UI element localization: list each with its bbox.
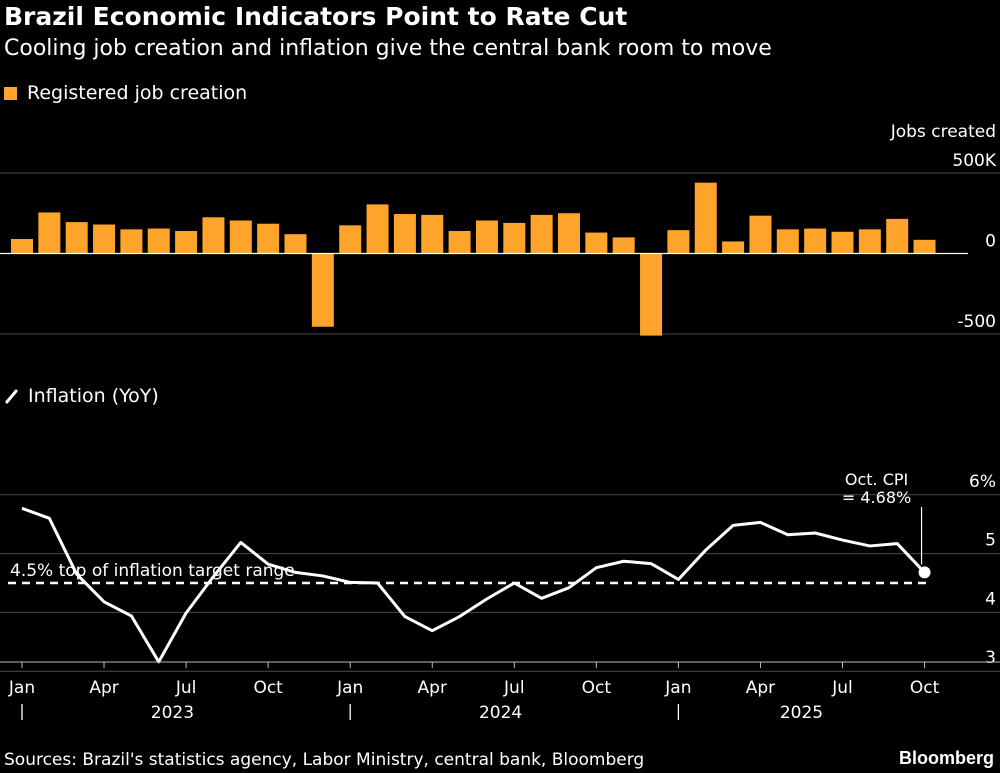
job-creation-bar xyxy=(749,215,772,254)
job-creation-bar xyxy=(804,228,827,254)
line-y-tick-label: 5 xyxy=(985,531,996,551)
job-creation-bar xyxy=(11,239,33,254)
job-creation-bar xyxy=(886,218,909,254)
x-month-label: Oct xyxy=(582,678,612,698)
line-y-tick-label: 4 xyxy=(985,589,996,609)
x-month-label: Apr xyxy=(89,678,118,698)
bar-unit-label: Jobs created xyxy=(890,122,996,142)
job-creation-bar xyxy=(257,223,280,254)
job-creation-bar xyxy=(229,220,252,254)
legend-job-creation-label: Registered job creation xyxy=(27,82,248,104)
target-range-label: 4.5% top of inflation target range xyxy=(10,561,295,581)
x-month-label: Jul xyxy=(175,678,197,698)
x-month-label: Jul xyxy=(831,678,853,698)
bar-y-tick-label: 0 xyxy=(985,232,996,252)
job-creation-bar xyxy=(503,222,526,254)
job-creation-bar xyxy=(558,213,580,254)
job-creation-bar xyxy=(913,239,936,254)
x-year-label: 2023 xyxy=(151,703,194,723)
job-creation-bar xyxy=(694,182,717,254)
line-y-tick-label: 3 xyxy=(985,648,996,668)
source-note: Sources: Brazil's statistics agency, Lab… xyxy=(4,750,645,770)
bloomberg-logo: Bloomberg xyxy=(898,748,994,768)
x-year-label: 2024 xyxy=(479,703,522,723)
annotation-line-2: = 4.68% xyxy=(842,488,911,507)
job-creation-bar xyxy=(585,232,608,254)
inflation-line xyxy=(21,506,926,664)
x-month-label: Oct xyxy=(910,678,940,698)
job-creation-bar xyxy=(175,230,198,254)
job-creation-bar xyxy=(858,229,881,254)
job-creation-bar xyxy=(202,217,225,254)
job-creation-bar xyxy=(530,214,553,254)
job-creation-bar xyxy=(612,237,635,254)
x-year-label: 2025 xyxy=(780,703,823,723)
latest-cpi-marker xyxy=(918,566,931,579)
job-creation-bar xyxy=(65,222,88,254)
job-creation-bar xyxy=(448,230,471,254)
job-creation-bar xyxy=(667,230,690,254)
x-month-label: Oct xyxy=(253,678,283,698)
job-creation-bar xyxy=(640,253,663,336)
job-creation-bar xyxy=(339,225,362,254)
bar-y-tick-label: 500K xyxy=(952,151,996,171)
x-month-label: Apr xyxy=(746,678,775,698)
legend-job-creation: Registered job creation xyxy=(4,82,247,104)
job-creation-bar xyxy=(776,229,799,254)
line-y-tick-label: 6% xyxy=(969,472,996,492)
job-creation-bar xyxy=(366,204,389,254)
legend-inflation-label: Inflation (YoY) xyxy=(28,385,159,407)
job-creation-bar xyxy=(475,220,498,254)
x-month-label: Jan xyxy=(8,678,35,698)
job-creation-bar xyxy=(284,234,307,254)
job-creation-bar xyxy=(421,214,444,254)
bar-y-tick-label: -500 xyxy=(957,312,996,332)
x-month-label: Jan xyxy=(664,678,691,698)
chart-subtitle: Cooling job creation and inflation give … xyxy=(4,36,772,61)
job-creation-bar xyxy=(38,212,61,254)
legend-inflation: Inflation (YoY) xyxy=(4,385,159,407)
annotation-line-1: Oct. CPI xyxy=(845,470,908,489)
job-creation-bar xyxy=(93,224,116,254)
job-creation-bar xyxy=(722,241,745,254)
job-creation-bar xyxy=(831,231,854,254)
chart-title: Brazil Economic Indicators Point to Rate… xyxy=(4,2,628,31)
job-creation-bar xyxy=(393,214,416,254)
x-month-label: Jan xyxy=(336,678,363,698)
x-month-label: Jul xyxy=(503,678,525,698)
job-creation-bar xyxy=(147,228,170,254)
legend-bar-swatch xyxy=(4,86,17,100)
job-creation-bar xyxy=(120,229,143,254)
x-month-label: Apr xyxy=(418,678,447,698)
job-creation-bar xyxy=(311,253,334,327)
